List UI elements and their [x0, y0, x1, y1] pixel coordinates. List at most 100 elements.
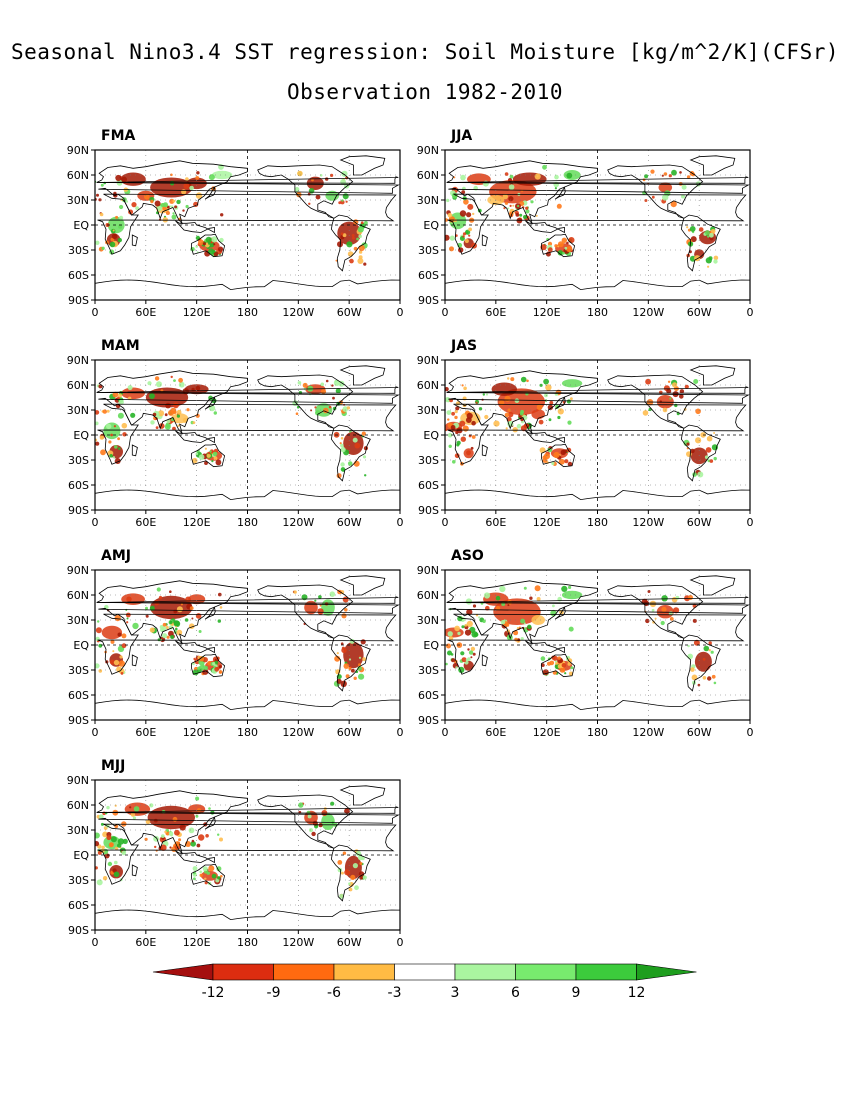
anomaly-speckle [340, 642, 344, 645]
anomaly-speckle [455, 666, 458, 669]
anomaly-speckle [713, 432, 716, 434]
anomaly-speckle [661, 595, 668, 602]
anomaly-speckle [349, 638, 355, 644]
anomaly-speckle [461, 625, 465, 629]
anomaly-speckle [156, 381, 162, 388]
lat-tick-label: 60S [418, 479, 439, 492]
anomaly-region [561, 379, 583, 388]
anomaly-speckle [357, 226, 364, 233]
anomaly-speckle [96, 193, 99, 197]
anomaly-speckle [462, 425, 469, 432]
anomaly-speckle [128, 396, 132, 400]
anomaly-region [103, 422, 121, 440]
anomaly-speckle [554, 174, 559, 180]
coastline-greenland [689, 155, 736, 176]
coastline-uk [446, 386, 749, 394]
anomaly-speckle [663, 172, 668, 176]
anomaly-speckle [713, 259, 718, 264]
anomaly-speckle [217, 833, 220, 836]
anomaly-speckle [567, 662, 571, 666]
anomaly-speckle [362, 875, 367, 880]
anomaly-speckle [520, 376, 527, 383]
lat-tick-label: 90N [417, 564, 439, 577]
anomaly-speckle [95, 410, 100, 415]
anomaly-speckle [561, 585, 568, 592]
anomaly-speckle [693, 639, 700, 646]
anomaly-speckle [213, 251, 219, 257]
anomaly-speckle [218, 671, 222, 674]
anomaly-speckle [465, 229, 471, 235]
anomaly-speckle [213, 456, 218, 461]
anomaly-speckle [454, 410, 458, 414]
anomaly-speckle [516, 423, 522, 429]
anomaly-speckle [98, 669, 103, 673]
coastline-africa [447, 403, 747, 465]
coastline-indonesia [175, 850, 215, 864]
coastline-greenland [689, 365, 736, 386]
anomaly-speckle [112, 391, 119, 398]
anomaly-speckle [645, 618, 650, 624]
anomaly-speckle [520, 418, 524, 422]
anomaly-speckle [114, 860, 118, 865]
coastline-madagascar [131, 234, 138, 247]
anomaly-speckle [358, 663, 361, 667]
lon-tick-label: 120W [282, 516, 314, 529]
anomaly-speckle [195, 192, 203, 199]
anomaly-speckle [130, 812, 136, 817]
panel-label: ASO [451, 548, 484, 564]
anomaly-speckle [540, 656, 546, 661]
anomaly-speckle [144, 837, 148, 841]
anomaly-speckle [462, 186, 466, 191]
anomaly-speckle [319, 604, 322, 607]
anomaly-speckle [121, 422, 128, 429]
lat-tick-label: EQ [73, 639, 89, 652]
anomaly-speckle [121, 176, 127, 183]
anomaly-speckle [467, 203, 474, 210]
anomaly-speckle [516, 627, 519, 630]
anomaly-speckle [150, 199, 154, 204]
anomaly-speckle [354, 442, 361, 449]
lon-tick-label: 180 [237, 306, 258, 319]
lat-tick-label: 30N [67, 614, 89, 627]
anomaly-speckle [349, 258, 354, 264]
coastline-australia [191, 443, 226, 468]
anomaly-speckle [106, 423, 112, 430]
anomaly-speckle [348, 887, 353, 892]
anomaly-speckle [95, 663, 100, 669]
anomaly-speckle [668, 174, 672, 178]
anomaly-speckle [302, 382, 308, 388]
anomaly-speckle [706, 435, 713, 442]
coastline-eurasia [96, 790, 400, 855]
anomaly-speckle [198, 834, 205, 841]
colorbar-segment [273, 963, 335, 981]
anomaly-speckle [513, 630, 519, 636]
anomaly-speckle [342, 193, 349, 200]
anomaly-speckle [447, 212, 453, 218]
anomaly-speckle [196, 843, 201, 848]
anomaly-speckle [445, 662, 448, 666]
anomaly-speckle [188, 827, 195, 834]
anomaly-speckle [126, 596, 132, 602]
anomaly-speckle [95, 421, 99, 426]
map-panel-jja: JJA 90N 60N 30N EQ 30S 60S 90S 0 60E 120E 180 120W 60… [405, 125, 785, 330]
lat-tick-label: 90N [67, 564, 89, 577]
anomaly-speckle [686, 442, 690, 446]
anomaly-region [658, 182, 673, 193]
anomaly-speckle [118, 393, 122, 398]
coastline-namerica [607, 374, 704, 429]
anomaly-speckle [523, 586, 527, 590]
anomaly-speckle [567, 420, 572, 425]
anomaly-speckle [333, 379, 340, 386]
anomaly-speckle [294, 187, 300, 192]
anomaly-speckle [195, 452, 199, 456]
map-panel-mjj: MJJ 90N 60N 30N EQ 30S 60S 90S 0 60E 120E 180 120W 60… [55, 755, 435, 960]
anomaly-speckle [198, 454, 205, 460]
anomaly-speckle [359, 862, 363, 865]
anomaly-speckle [446, 643, 451, 649]
panel-label: AMJ [101, 548, 131, 564]
anomaly-speckle [336, 652, 339, 655]
lon-tick-label: 120W [632, 726, 664, 739]
anomaly-speckle [95, 841, 100, 847]
anomaly-speckle [158, 596, 163, 600]
